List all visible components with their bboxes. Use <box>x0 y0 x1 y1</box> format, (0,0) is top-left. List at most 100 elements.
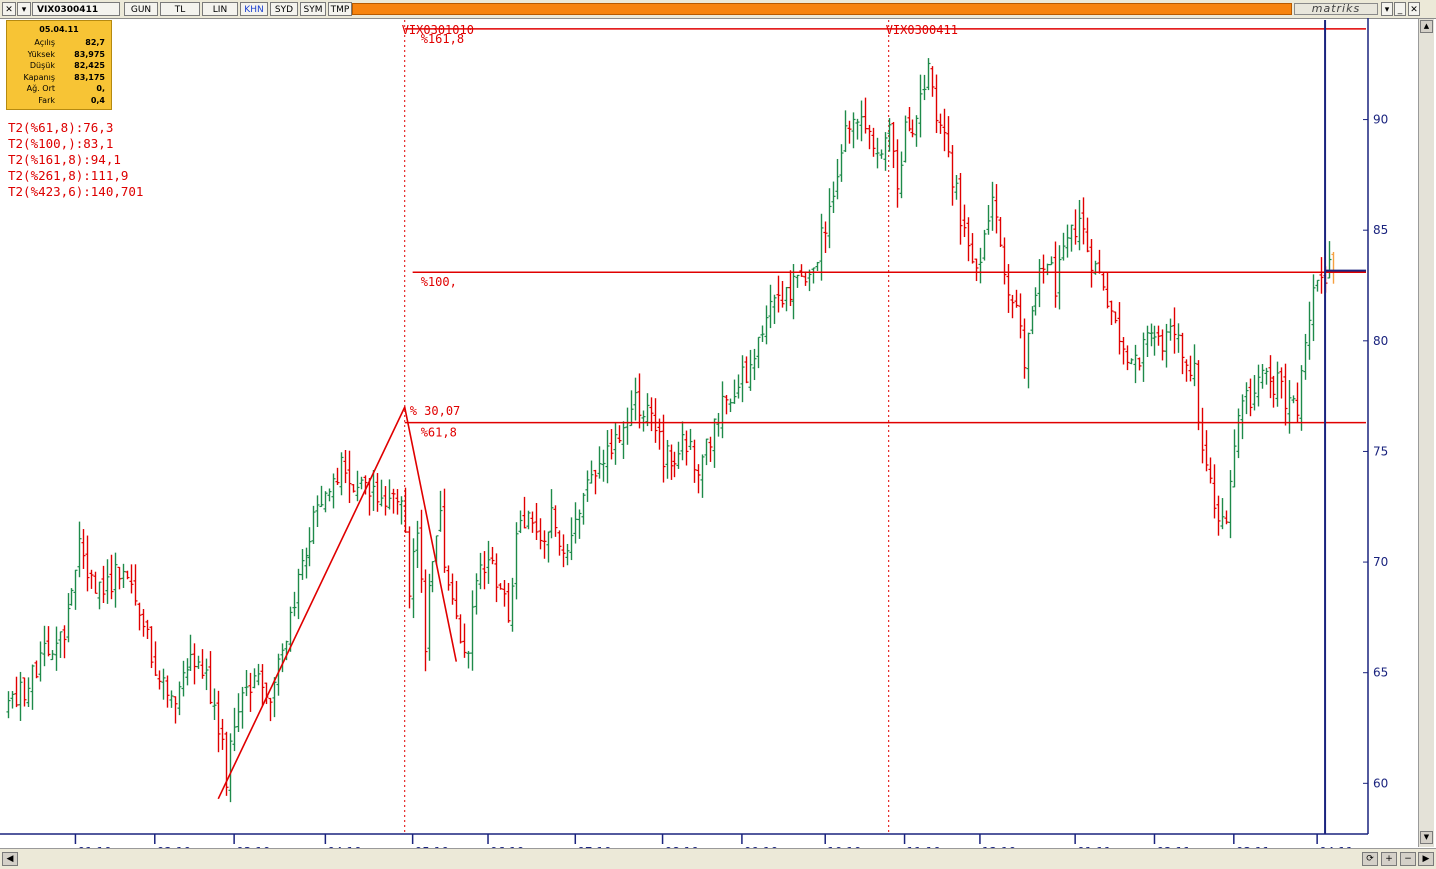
price-bar <box>641 410 646 432</box>
price-bar <box>1184 359 1189 382</box>
price-bar <box>1307 301 1312 360</box>
y-tick-label: 75 <box>1373 444 1388 458</box>
price-bar <box>347 450 352 504</box>
tab-sym[interactable]: SYM <box>300 2 326 16</box>
price-bar <box>895 139 900 208</box>
price-bar <box>272 677 277 718</box>
close-window-icon[interactable]: ✕ <box>1408 2 1420 16</box>
price-bar <box>1065 224 1070 258</box>
price-bar <box>708 436 713 462</box>
price-bar <box>423 569 428 672</box>
refresh-icon[interactable]: ⟳ <box>1362 852 1378 866</box>
price-bar <box>105 559 110 604</box>
minimize-icon[interactable]: _ <box>1394 2 1406 16</box>
price-bar <box>391 488 396 514</box>
scroll-up-icon[interactable]: ▲ <box>1420 20 1433 33</box>
horizontal-scrollbar[interactable]: ◀ ⟳ + − ▶ <box>0 848 1436 869</box>
price-bar <box>553 505 558 537</box>
x-tick-label: 03.11 <box>1236 845 1270 848</box>
target-level: T2(%161,8):94,1 <box>8 152 121 167</box>
price-bar <box>311 505 316 544</box>
price-bar <box>470 590 475 671</box>
price-bar <box>859 100 864 142</box>
price-bar <box>502 580 507 607</box>
y-tick-label: 80 <box>1373 334 1388 348</box>
price-bar <box>419 509 424 593</box>
price-bar <box>788 270 793 307</box>
symbol-field[interactable]: VIX0300411 <box>32 2 120 16</box>
menu-icon[interactable]: ▾ <box>17 2 31 16</box>
scroll-left-icon[interactable]: ◀ <box>2 852 18 866</box>
x-tick-label: 10.10 <box>827 845 861 848</box>
price-bar <box>411 538 416 619</box>
zoom-in-icon[interactable]: + <box>1381 852 1397 866</box>
target-level: T2(%423,6):140,701 <box>8 184 144 199</box>
price-bar <box>137 602 142 631</box>
price-bar <box>85 535 90 592</box>
price-bar <box>732 379 737 404</box>
close-icon[interactable]: ✕ <box>2 2 16 16</box>
scroll-down-icon[interactable]: ▼ <box>1420 831 1433 844</box>
tab-khn[interactable]: KHN <box>240 2 268 16</box>
price-bar <box>827 188 832 249</box>
tab-gun[interactable]: GUN <box>124 2 158 16</box>
price-bar <box>1287 380 1292 434</box>
price-bar <box>62 625 67 659</box>
ohlc-info-panel: 05.04.11 Açılış 82,7 Yüksek 83,975 Düşük 82… <box>6 20 112 110</box>
price-bar <box>617 425 622 444</box>
price-bar <box>526 510 531 530</box>
price-bar <box>1101 272 1106 291</box>
tab-syd[interactable]: SYD <box>270 2 298 16</box>
price-bar <box>1133 344 1138 384</box>
price-bar <box>81 529 86 569</box>
price-bar <box>117 566 122 590</box>
price-bar <box>1299 365 1304 431</box>
price-bar <box>1291 395 1296 404</box>
price-bar <box>573 502 578 544</box>
price-bar <box>803 271 808 286</box>
price-bar <box>133 564 138 606</box>
price-bar <box>1264 367 1269 385</box>
price-bar <box>835 158 840 200</box>
price-bar <box>736 374 741 399</box>
target-level: T2(%261,8):111,9 <box>8 168 129 183</box>
price-bar <box>1279 367 1284 399</box>
vertical-scrollbar[interactable]: ▲ ▼ <box>1418 19 1434 847</box>
price-bar <box>300 549 305 580</box>
zoom-out-icon[interactable]: − <box>1400 852 1416 866</box>
price-bar <box>542 530 547 559</box>
price-bar <box>1010 294 1015 319</box>
scroll-right-icon[interactable]: ▶ <box>1418 852 1434 866</box>
price-bar <box>1260 363 1265 389</box>
price-bar <box>1006 264 1011 313</box>
price-bar <box>1117 302 1122 355</box>
price-bar <box>304 547 309 579</box>
price-bar <box>764 305 769 345</box>
tab-tl[interactable]: TL <box>160 2 200 16</box>
tab-lin[interactable]: LIN <box>202 2 238 16</box>
chart-guides <box>404 20 890 834</box>
price-bar <box>248 672 253 712</box>
price-bar <box>938 113 943 134</box>
zigzag-annotation: % 30,07 <box>410 404 461 418</box>
price-bar <box>188 634 193 671</box>
price-bar <box>121 563 126 588</box>
price-bar <box>653 398 658 443</box>
price-bar <box>998 217 1003 247</box>
price-bar <box>851 112 856 149</box>
price-bar <box>760 325 765 342</box>
price-bar <box>661 414 666 483</box>
price-bar <box>1176 323 1181 353</box>
y-tick-label: 65 <box>1373 666 1388 680</box>
ohlc-chart[interactable]: VIX0301010 VIX0300411 %161,8 %100, %61,8 % 30… <box>0 18 1418 848</box>
price-bar <box>335 467 340 485</box>
dropdown-icon[interactable]: ▾ <box>1381 2 1393 16</box>
price-bar <box>145 619 150 640</box>
tab-tmp[interactable]: TMP <box>328 2 352 16</box>
price-bar <box>589 460 594 484</box>
info-row-diff: Fark 0,4 <box>38 95 105 105</box>
title-strip <box>352 3 1292 15</box>
price-bar <box>462 623 467 658</box>
price-bar <box>42 625 47 667</box>
price-bar <box>633 377 638 421</box>
